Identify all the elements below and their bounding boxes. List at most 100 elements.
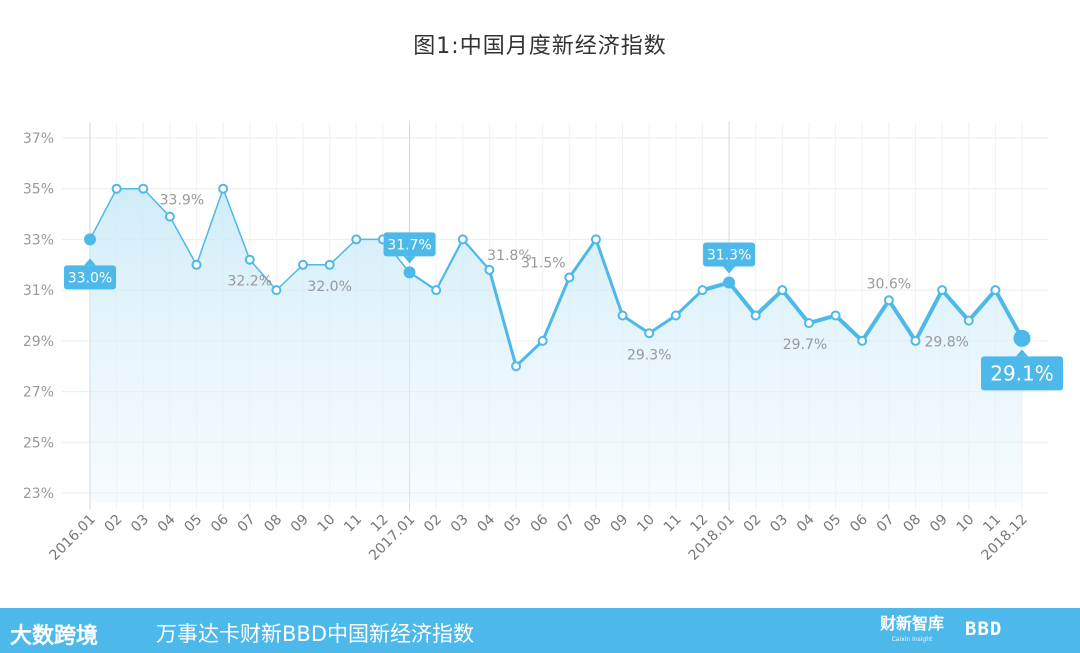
data-point xyxy=(590,234,601,245)
data-point xyxy=(910,335,921,346)
data-point xyxy=(617,310,628,321)
x-tick-label: 08 xyxy=(581,512,605,536)
callout-pointer xyxy=(84,258,96,266)
x-tick-label: 08 xyxy=(261,512,285,536)
series-segment xyxy=(275,264,304,291)
data-point xyxy=(1013,329,1031,347)
data-point xyxy=(84,233,96,246)
x-tick-label: 09 xyxy=(927,512,951,536)
series-segment xyxy=(966,288,998,323)
callout-box xyxy=(981,356,1063,391)
series-segment xyxy=(886,298,918,343)
callout-box xyxy=(64,265,116,290)
callout-pointer xyxy=(1016,349,1028,357)
data-point xyxy=(883,295,894,306)
footer-bar: 大数跨境 万事达卡财新BBD中国新经济指数 财新智库 Caixin Insigh… xyxy=(0,608,1080,653)
x-tick-label: 02 xyxy=(741,512,765,536)
series-segment xyxy=(727,280,758,318)
data-point xyxy=(723,276,736,289)
data-point xyxy=(111,183,122,194)
x-tick-label: 11 xyxy=(341,512,365,536)
x-tick-label: 10 xyxy=(954,512,978,536)
series-segment xyxy=(435,238,464,292)
data-label: 30.6% xyxy=(867,276,911,292)
x-tick-label: 08 xyxy=(900,512,924,536)
data-point xyxy=(484,264,495,275)
data-labels: 33.0% 33.9% 32.2% 32.0% 31.7% 31.8%31.5% 29.3%… xyxy=(64,193,1063,391)
x-tick-label: 02 xyxy=(421,512,445,536)
data-point xyxy=(191,259,202,270)
data-label: 29.8% xyxy=(925,335,969,351)
series-segment xyxy=(993,288,1024,341)
data-point xyxy=(351,234,362,245)
data-point xyxy=(937,285,948,296)
callout-box xyxy=(383,232,436,257)
data-point xyxy=(830,310,841,321)
data-point xyxy=(537,335,548,346)
series-segment xyxy=(249,258,278,291)
data-points xyxy=(84,183,1031,372)
x-tick-label: 11 xyxy=(661,512,685,536)
data-point xyxy=(670,310,681,321)
data-point xyxy=(857,335,868,346)
data-label: 32.2% xyxy=(228,274,272,290)
x-tick-label: 06 xyxy=(208,511,232,535)
x-tick-label: 03 xyxy=(767,512,791,536)
data-point xyxy=(431,285,442,296)
footer-subtitle: 万事达卡财新BBD中国新经济指数 xyxy=(156,622,474,646)
series-segment xyxy=(940,288,971,323)
y-tick-label: 25% xyxy=(23,435,54,451)
y-tick-label: 37% xyxy=(23,131,54,147)
data-label: 33.9% xyxy=(160,193,204,209)
data-point xyxy=(697,285,708,296)
y-axis: 23% 25% 27% 29% 31% 33% 35% 37% xyxy=(23,131,54,502)
x-tick-label: 06 xyxy=(528,511,552,535)
data-point xyxy=(564,272,575,283)
x-tick-label: 10 xyxy=(634,512,658,536)
data-point xyxy=(138,183,149,194)
chart-title: 图1:中国月度新经济指数 xyxy=(413,34,667,59)
data-point xyxy=(298,259,309,270)
series-segment xyxy=(594,237,625,317)
series-segment xyxy=(461,238,491,271)
line-chart: 23% 25% 27% 29% 31% 33% 35% 37% 33.0% 33.9% 32.2%… xyxy=(23,122,1063,564)
data-point xyxy=(511,361,522,372)
y-tick-label: 23% xyxy=(23,486,54,502)
series-segment xyxy=(328,238,358,266)
caixin-logo-subtext: Caixin Insight xyxy=(891,636,933,643)
series-segment xyxy=(169,215,198,266)
data-point xyxy=(218,183,229,194)
series-segment xyxy=(913,288,945,343)
x-tick-label: 02 xyxy=(102,512,126,536)
x-tick-label: 06 xyxy=(847,511,871,535)
callout-label: 31.7% xyxy=(387,237,431,253)
callout-pointer xyxy=(723,266,736,274)
data-point xyxy=(644,328,655,339)
y-tick-label: 31% xyxy=(23,283,54,299)
data-point xyxy=(403,266,416,279)
x-tick-label: 2016.01 xyxy=(47,512,99,564)
data-point xyxy=(457,234,468,245)
series-segment xyxy=(514,339,545,368)
data-point xyxy=(803,318,814,329)
data-label: 32.0% xyxy=(307,279,351,295)
x-tick-label: 07 xyxy=(235,512,259,536)
data-point xyxy=(990,285,1001,296)
series-segment xyxy=(222,187,251,261)
x-tick-label: 05 xyxy=(821,512,845,536)
data-point xyxy=(963,315,974,326)
x-tick-label: 07 xyxy=(874,512,898,536)
x-tick-label: 04 xyxy=(155,511,179,535)
callout-label: 33.0% xyxy=(68,270,112,286)
series-segment xyxy=(860,298,891,343)
x-tick-label: 09 xyxy=(288,512,312,536)
callout-box xyxy=(703,242,756,267)
series-segment xyxy=(621,314,651,335)
series-segment xyxy=(142,187,171,218)
x-tick-label: 04 xyxy=(474,511,498,535)
area-fill xyxy=(90,188,1022,503)
x-tick-label: 04 xyxy=(794,511,818,535)
series-segment xyxy=(780,288,811,326)
x-tick-label: 10 xyxy=(315,512,339,536)
